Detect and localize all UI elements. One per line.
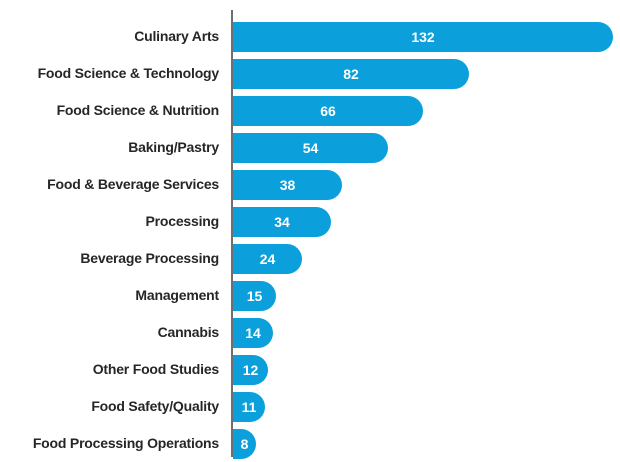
chart-row: Food Science & Nutrition 66 [0,92,620,129]
bar: 24 [233,243,302,274]
bar: 132 [233,21,613,52]
chart-row: Processing 34 [0,203,620,240]
chart-row: Management 15 [0,277,620,314]
bar-area: 12 [226,354,620,385]
value-label: 38 [279,176,296,193]
chart-row: Food & Beverage Services 38 [0,166,620,203]
bar-area: 34 [226,206,620,237]
chart-row: Culinary Arts 132 [0,18,620,55]
chart-row: Baking/Pastry 54 [0,129,620,166]
bar-area: 8 [226,428,620,459]
chart-row: Food Processing Operations 8 [0,425,620,462]
bar: 54 [233,132,388,163]
category-label: Food Science & Technology [37,65,220,82]
bar: 34 [233,206,331,237]
category-label: Management [135,287,219,304]
value-label: 11 [241,398,257,415]
value-label: 8 [240,435,249,452]
bar-area: 11 [226,391,620,422]
bar-area: 82 [226,58,620,89]
chart-rows: Culinary Arts 132 Food Science & Technol… [0,18,620,462]
chart-row: Beverage Processing 24 [0,240,620,277]
bar-area: 38 [226,169,620,200]
bar: 82 [233,58,469,89]
value-label: 54 [302,139,319,156]
value-label: 34 [274,213,290,230]
bar-area: 14 [226,317,620,348]
category-label: Food Processing Operations [32,435,219,452]
value-label: 15 [246,287,263,304]
bar: 14 [233,317,273,348]
bar: 38 [233,169,342,200]
bar: 15 [233,280,276,311]
bar: 66 [233,95,423,126]
value-label: 66 [320,102,336,119]
category-label: Food & Beverage Services [47,176,219,193]
category-label: Processing [145,213,220,230]
bar-area: 54 [226,132,620,163]
bar-area: 66 [226,95,620,126]
category-label: Culinary Arts [134,28,219,45]
bar-area: 15 [226,280,620,311]
category-label: Beverage Processing [80,250,219,267]
category-label: Baking/Pastry [128,139,219,156]
category-label: Cannabis [157,324,220,341]
bar: 11 [233,391,265,422]
chart-row: Food Safety/Quality 11 [0,388,620,425]
bar: 8 [233,428,256,459]
chart-row: Food Science & Technology 82 [0,55,620,92]
category-label: Other Food Studies [92,361,219,378]
chart-row: Other Food Studies 12 [0,351,620,388]
bar-area: 24 [226,243,620,274]
category-label: Food Science & Nutrition [56,102,220,119]
value-label: 132 [411,28,435,45]
value-label: 12 [242,361,259,378]
value-label: 14 [245,324,261,341]
value-label: 24 [259,250,276,267]
value-label: 82 [343,65,359,82]
y-axis-line [231,10,233,457]
category-label: Food Safety/Quality [91,398,219,415]
bar-area: 132 [226,21,620,52]
bar: 12 [233,354,268,385]
chart-row: Cannabis 14 [0,314,620,351]
